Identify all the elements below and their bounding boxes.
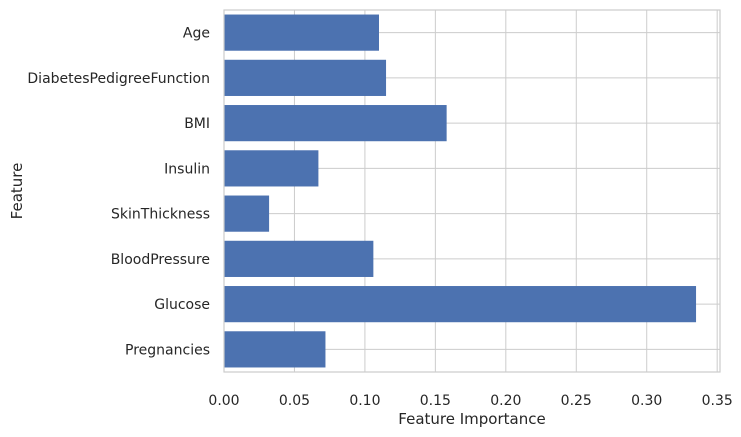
y-tick-label: BMI <box>184 116 210 132</box>
y-tick-label: BloodPressure <box>111 252 210 268</box>
x-tick-label: 0.20 <box>490 393 521 409</box>
y-tick-labels: Pregnancies Glucose BloodPressure SkinThick… <box>27 26 210 359</box>
y-axis-label: Feature <box>8 163 26 220</box>
x-tick-label: 0.35 <box>702 393 733 409</box>
bar-diabetespedigreefunction <box>224 59 387 96</box>
x-tick-label: 0.30 <box>631 393 662 409</box>
bar-bloodpressure <box>224 240 374 277</box>
bar-glucose <box>224 286 697 323</box>
y-tick-label: Glucose <box>154 297 210 313</box>
y-tick-label: DiabetesPedigreeFunction <box>27 71 210 87</box>
x-tick-labels: 0.00 0.05 0.10 0.15 0.20 0.25 0.30 0.35 <box>208 393 732 409</box>
bar-group <box>224 14 697 368</box>
y-tick-label: Age <box>183 26 210 42</box>
x-tick-label: 0.25 <box>561 393 592 409</box>
x-axis-label: Feature Importance <box>398 410 545 428</box>
x-tick-label: 0.00 <box>208 393 239 409</box>
y-tick-label: Pregnancies <box>125 342 210 358</box>
x-tick-label: 0.05 <box>279 393 310 409</box>
bar-skinthickness <box>224 195 270 232</box>
x-tick-label: 0.15 <box>420 393 451 409</box>
bar-age <box>224 14 379 51</box>
y-tick-label: Insulin <box>164 161 210 177</box>
plot-frame <box>223 9 721 373</box>
bar-insulin <box>224 150 319 187</box>
bar-pregnancies <box>224 331 326 368</box>
bar-bmi <box>224 105 447 142</box>
x-tick-label: 0.10 <box>349 393 380 409</box>
y-tick-label: SkinThickness <box>111 207 210 223</box>
